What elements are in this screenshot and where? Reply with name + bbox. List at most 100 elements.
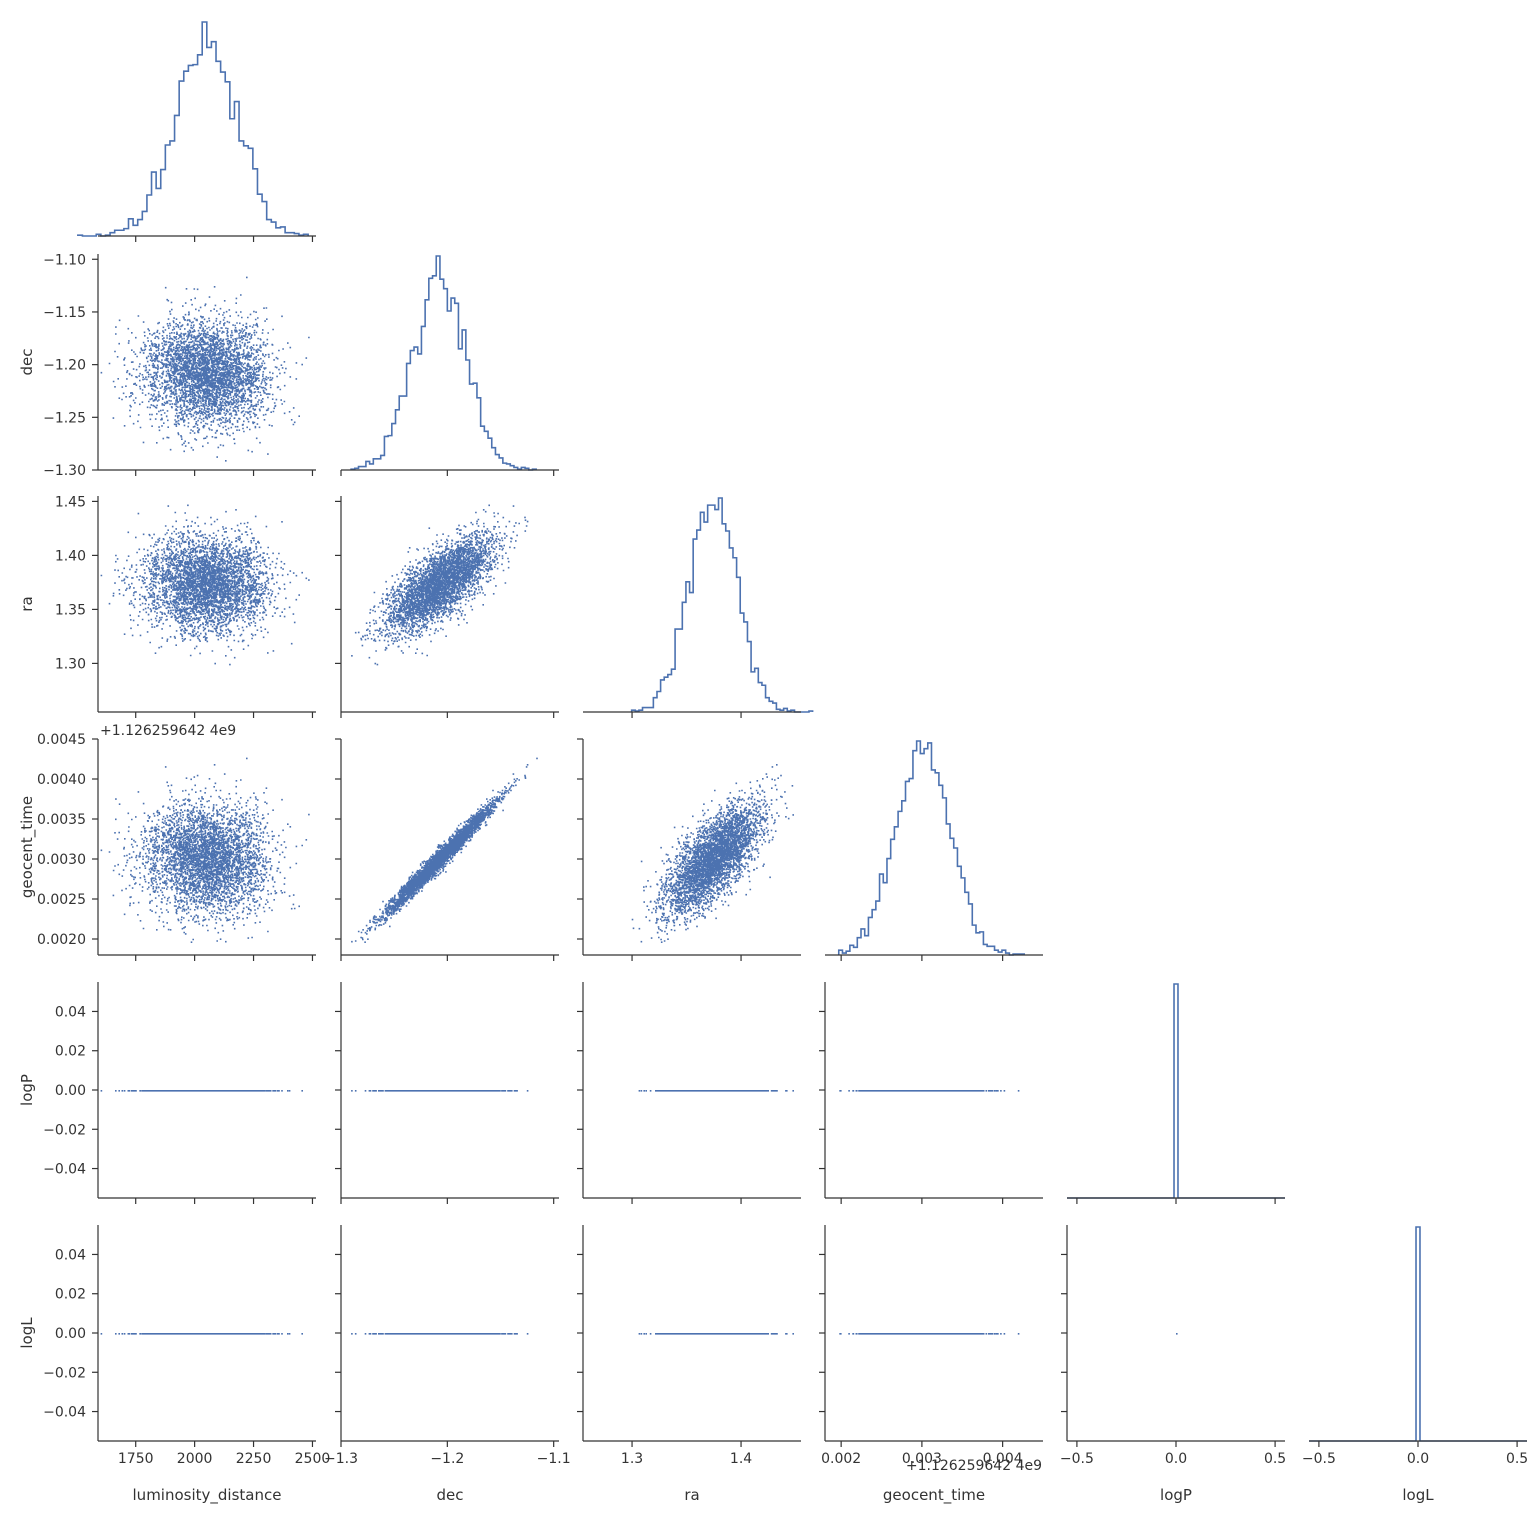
histogram-dec — [350, 255, 537, 471]
y-tick-label: 0.0035 — [37, 812, 86, 828]
axes-luminosity_distance-ra: 1.30 1.35 1.40 1.45 — [55, 494, 316, 718]
x-tick-label: 1.4 — [730, 1451, 752, 1467]
axes-ra-logL: 1.3 1.4 — [577, 1225, 801, 1467]
scatter-dec-vs-logL — [351, 1333, 529, 1335]
scatter-luminosity_distance-vs-geocent_time — [100, 757, 310, 943]
axes-ra-geocent_time — [577, 738, 801, 961]
histogram-step-dec — [350, 255, 537, 471]
axes-logL-logL: −0.5 0.0 0.5 — [1302, 1440, 1528, 1467]
y-tick-label: 0.00 — [55, 1083, 86, 1099]
axes-geocent_time-logL: 0.002 0.003 0.004 — [819, 1225, 1043, 1467]
x-axis-title-geocent_time: geocent_time — [883, 1486, 985, 1505]
x-tick-label: 0.004 — [983, 1451, 1023, 1467]
scatter-points-ra-logL — [638, 1333, 794, 1335]
scatter-points-luminosity_distance-logP — [100, 1090, 303, 1092]
y-axis-title-logL: logL — [18, 1317, 36, 1349]
x-axis-title-logL: logL — [1402, 1486, 1434, 1504]
scatter-points-dec-ra — [351, 504, 529, 666]
scatter-points-luminosity_distance-dec — [100, 276, 310, 462]
axes-luminosity_distance-luminosity_distance — [98, 235, 316, 242]
y-tick-label: −1.20 — [43, 358, 86, 374]
x-tick-label: 0.0 — [1407, 1451, 1429, 1467]
x-tick-label: 0.5 — [1264, 1451, 1286, 1467]
x-offset-label-geocent_time: +1.126259642 4e9 — [906, 1458, 1042, 1474]
axes-ra-logP — [577, 982, 801, 1204]
scatter-ra-vs-geocent_time — [631, 764, 794, 943]
histogram-logP — [1067, 983, 1285, 1199]
scatter-points-geocent_time-logL — [839, 1333, 1020, 1335]
axes-dec-logP — [335, 982, 559, 1204]
y-tick-label: −1.30 — [43, 463, 86, 479]
y-tick-label: −0.02 — [43, 1365, 86, 1381]
scatter-luminosity_distance-vs-ra — [100, 504, 310, 666]
x-tick-label: 2250 — [236, 1451, 272, 1467]
histogram-step-logP — [1067, 983, 1285, 1199]
scatter-points-dec-logL — [351, 1333, 529, 1335]
y-tick-label: 0.02 — [55, 1044, 86, 1060]
y-tick-label: −1.25 — [43, 410, 86, 426]
x-tick-label: −0.5 — [1060, 1451, 1094, 1467]
scatter-points-ra-logP — [638, 1090, 794, 1092]
scatter-logP-vs-logL — [1176, 1333, 1178, 1335]
histogram-ra — [630, 497, 814, 713]
axes-luminosity_distance-geocent_time: 0.0020 0.0025 0.0030 0.0035 0.0040 0.0045 — [37, 732, 316, 961]
x-tick-label: 0.5 — [1506, 1451, 1528, 1467]
y-tick-label: 0.00 — [55, 1326, 86, 1342]
histogram-step-luminosity_distance — [77, 21, 309, 237]
y-tick-label: 0.02 — [55, 1287, 86, 1303]
y-tick-label: 1.40 — [55, 548, 86, 564]
x-tick-label: −1.2 — [430, 1451, 464, 1467]
y-axis-title-ra: ra — [18, 596, 36, 611]
y-tick-label: −0.02 — [43, 1122, 86, 1138]
axes-geocent_time-geocent_time — [825, 954, 1043, 961]
y-axis-title-logP: logP — [18, 1074, 36, 1106]
scatter-dec-vs-logP — [351, 1090, 529, 1092]
y-offset-label-geocent_time: +1.126259642 4e9 — [100, 723, 236, 739]
x-tick-label: 1.3 — [621, 1451, 643, 1467]
scatter-ra-vs-logP — [638, 1090, 794, 1092]
axes-logP-logP — [1067, 1197, 1285, 1204]
scatter-points-logP-logL — [1176, 1333, 1178, 1335]
y-tick-label: 0.0030 — [37, 852, 86, 868]
histogram-geocent_time — [837, 740, 1026, 956]
y-tick-label: 1.45 — [55, 494, 86, 510]
x-tick-label: 2500 — [295, 1451, 331, 1467]
scatter-points-dec-logP — [351, 1090, 529, 1092]
y-tick-label: −1.15 — [43, 305, 86, 321]
x-tick-label: −1.1 — [537, 1451, 571, 1467]
histogram-step-logL — [1309, 1226, 1527, 1442]
histogram-step-ra — [630, 497, 814, 713]
scatter-luminosity_distance-vs-dec — [100, 276, 310, 462]
x-axis-title-logP: logP — [1160, 1486, 1192, 1504]
axes-geocent_time-logP — [819, 982, 1043, 1204]
axes-luminosity_distance-logL: 1750 2000 2250 2500 −0.04 −0.02 0.00 0.02 0.04 — [43, 1225, 330, 1467]
y-tick-label: 1.30 — [55, 656, 86, 672]
axes-dec-geocent_time — [335, 738, 559, 961]
x-tick-label: 0.003 — [902, 1451, 942, 1467]
histogram-step-geocent_time — [837, 740, 1026, 956]
axes-ra-ra — [583, 711, 801, 718]
x-tick-label: 0.002 — [821, 1451, 861, 1467]
scatter-dec-vs-geocent_time — [351, 757, 538, 943]
scatter-geocent_time-vs-logP — [839, 1090, 1020, 1092]
y-tick-label: 0.0025 — [37, 892, 86, 908]
scatter-ra-vs-logL — [638, 1333, 794, 1335]
axes-luminosity_distance-logP: −0.04 −0.02 0.00 0.02 0.04 — [43, 982, 316, 1204]
histogram-luminosity_distance — [77, 21, 309, 237]
y-axis-title-geocent_time: geocent_time — [18, 796, 37, 898]
x-tick-label: 1750 — [118, 1451, 154, 1467]
axes-dec-logL: −1.3 −1.2 −1.1 — [324, 1225, 571, 1467]
scatter-points-ra-geocent_time — [631, 764, 794, 943]
y-tick-label: 0.0040 — [37, 772, 86, 788]
y-tick-label: 0.04 — [55, 1004, 86, 1020]
scatter-luminosity_distance-vs-logL — [100, 1333, 303, 1335]
scatter-luminosity_distance-vs-logP — [100, 1090, 303, 1092]
x-tick-label: −0.5 — [1302, 1451, 1336, 1467]
scatter-geocent_time-vs-logL — [839, 1333, 1020, 1335]
x-axis-title-dec: dec — [437, 1486, 464, 1504]
scatter-points-dec-geocent_time — [351, 757, 538, 943]
scatter-points-luminosity_distance-geocent_time — [100, 757, 310, 943]
x-axis-title-luminosity_distance: luminosity_distance — [133, 1486, 282, 1505]
scatter-points-geocent_time-logP — [839, 1090, 1020, 1092]
